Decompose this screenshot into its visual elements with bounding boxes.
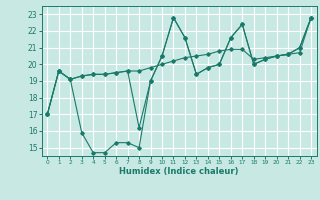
- X-axis label: Humidex (Indice chaleur): Humidex (Indice chaleur): [119, 167, 239, 176]
